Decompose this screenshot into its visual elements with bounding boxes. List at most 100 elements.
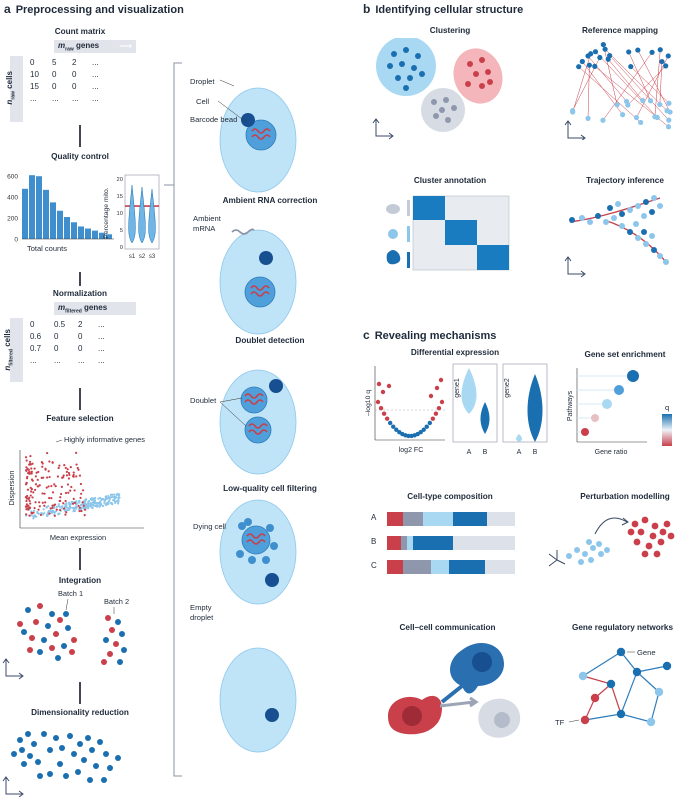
fs-hvg-point (25, 499, 28, 503)
fs-hvg-point (25, 459, 28, 462)
violin-gene2-b (480, 402, 490, 434)
hist-bar (99, 232, 105, 239)
fs-point (113, 496, 116, 499)
dimred-point (93, 763, 99, 769)
fs-hvg-point (31, 479, 34, 482)
qc-title: Quality control (51, 152, 109, 161)
fs-hvg-point (48, 475, 51, 479)
fs-hvg-point (75, 475, 78, 478)
fs-hvg-point (34, 501, 37, 504)
count-matrix-cell-0-2: 2 (72, 58, 77, 67)
fs-point (47, 509, 50, 513)
doublet-cell-2 (244, 416, 272, 444)
gse-dot (591, 414, 599, 422)
norm-matrix-cell-3-3: ... (98, 356, 105, 365)
fs-hvg-point (45, 486, 48, 489)
fs-hvg-point (65, 470, 69, 473)
reference-point (588, 51, 594, 57)
integration-point (33, 619, 39, 625)
cell-2 (244, 276, 276, 308)
fs-hvg-point (59, 496, 62, 499)
unperturbed-point (578, 559, 584, 565)
fs-point (72, 507, 75, 510)
violin-gene-label: gene1 (454, 378, 461, 398)
feature-selection-title: Feature selection (46, 414, 114, 423)
fs-hvg-point (29, 502, 32, 505)
arrow-down-3 (79, 388, 81, 410)
dimred-point (81, 757, 87, 763)
fs-point (98, 505, 101, 508)
fs-hvg-point (50, 484, 53, 488)
perturbed-point (659, 528, 667, 536)
fs-hvg-point (79, 482, 83, 486)
trajectory-point (619, 211, 625, 217)
integration-point (63, 611, 69, 617)
violin-shape (148, 188, 156, 244)
composition-segment (401, 536, 407, 550)
mapping-line (654, 49, 661, 117)
trajectory-branch-1 (569, 197, 661, 223)
fs-hvg-point (81, 501, 84, 504)
reference-point (649, 49, 655, 55)
mapping-line (595, 51, 658, 118)
reference-point (600, 41, 606, 48)
fs-point (41, 513, 45, 516)
axes-icon (372, 118, 394, 140)
cluster-annotation-title: Cluster annotation (413, 176, 487, 185)
section-c-letter: c (363, 328, 370, 342)
fs-hvg-point (34, 483, 38, 486)
grey-cell-nucleus (494, 712, 510, 728)
count-matrix-cell-3-3: ... (92, 94, 99, 103)
hist-bar (92, 230, 98, 239)
norm-matrix-cell-1-0: 0.6 (30, 332, 42, 341)
batch1-leader (65, 598, 69, 611)
cell-cell-communication-plot (388, 642, 521, 738)
hist-ytick: 200 (7, 216, 18, 223)
fs-hvg-point (53, 483, 56, 486)
section-b-letter: b (363, 2, 371, 16)
grn-edge (610, 683, 622, 715)
section-c-title: Revealing mechanisms (374, 330, 497, 342)
fs-point (42, 508, 45, 511)
mapping-line (659, 61, 663, 105)
mapping-line (636, 55, 669, 118)
trajectory-point (657, 253, 663, 259)
gse-dot (614, 385, 624, 395)
violin-shape (138, 186, 146, 244)
composition-segment (487, 512, 515, 526)
fs-hvg-point (72, 473, 75, 477)
fs-hvg-point (38, 501, 41, 504)
trajectory-point (649, 233, 655, 239)
trajectory-point (607, 205, 613, 211)
cluster-point-grey (445, 117, 451, 123)
fs-point (75, 500, 78, 503)
norm-matrix-cell-3-2: ... (78, 356, 85, 365)
grn-edge (636, 665, 668, 673)
query-point (570, 109, 576, 115)
fs-hvg-point (27, 508, 30, 511)
fs-hvg-point (28, 496, 31, 499)
cluster-annotation-matrix (386, 195, 510, 271)
fs-point (116, 499, 120, 502)
perturbed-point (641, 516, 649, 524)
fs-hvg-point (56, 475, 60, 478)
integration-point (65, 625, 71, 631)
fs-hvg-point (68, 473, 71, 477)
fs-hvg-point (69, 489, 72, 492)
cluster-point-red (487, 79, 493, 85)
cell-fragment (236, 550, 244, 558)
annotation-row-marker (407, 252, 410, 268)
de-point-significant (438, 377, 444, 383)
de-point (433, 411, 439, 416)
fs-hvg-point (26, 494, 29, 498)
integration-point (53, 631, 59, 637)
genes-filtered-bar: mfiltered genes (54, 302, 136, 315)
fs-hvg-point (37, 470, 40, 474)
fs-hvg-point (28, 463, 31, 466)
fs-hvg-point (51, 461, 54, 464)
cell-type-icon-1 (386, 204, 400, 214)
trajectory-point (641, 213, 647, 219)
fs-hvg-point (62, 502, 65, 505)
clustering-title: Clustering (429, 26, 471, 35)
count-matrix: mraw genes ⟶ nraw cells 0 5 2... 10 0 0... 15 0… (5, 40, 138, 122)
